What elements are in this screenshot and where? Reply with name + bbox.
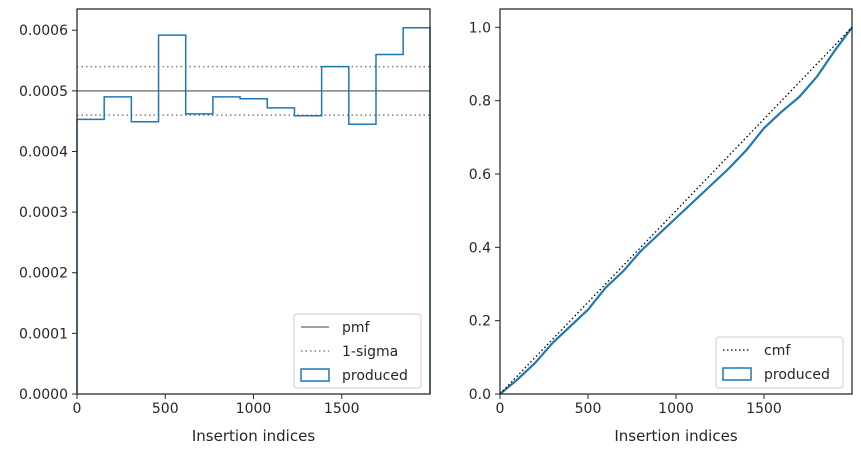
produced-histogram: [76, 27, 431, 394]
legend-produced-swatch: [722, 367, 752, 381]
legend-produced-label: produced: [764, 367, 830, 383]
legend-produced-label: produced: [342, 368, 408, 384]
legend: pmf 1-sigma produced: [293, 313, 422, 389]
produced-line: [499, 26, 853, 395]
x-tick-label: 1500: [746, 401, 782, 417]
legend: cmf produced: [715, 336, 844, 389]
x-tick-label: 0: [496, 401, 505, 417]
y-tick-label: 0.2: [469, 314, 491, 330]
legend-sigma-label: 1-sigma: [342, 344, 398, 360]
y-tick-label: 0.6: [469, 167, 491, 183]
x-axis-label: Insertion indices: [614, 427, 737, 445]
x-tick-label: 0: [73, 401, 82, 417]
legend-produced-swatch: [300, 368, 330, 382]
x-tick-label: 1000: [236, 401, 272, 417]
legend-pmf-label: pmf: [342, 320, 371, 336]
legend-cmf-label: cmf: [764, 343, 791, 359]
axes-frame: [499, 8, 853, 395]
y-tick-label: 0.0002: [19, 266, 68, 282]
cmf-line: [499, 26, 853, 395]
y-tick-label: 0.0006: [19, 23, 68, 39]
y-tick-label: 0.0001: [19, 326, 68, 342]
y-tick-label: 0.0003: [19, 205, 68, 221]
y-tick-label: 0.8: [469, 94, 491, 110]
x-axis-label: Insertion indices: [192, 427, 315, 445]
cmf-line-chart: 0 500 1000 1500 0.0 0.2 0.4 0.6 0.8 1.0 Insertion …: [469, 8, 853, 445]
y-tick-label: 0.0: [469, 387, 491, 403]
x-tick-label: 1500: [324, 401, 360, 417]
x-tick-label: 500: [575, 401, 602, 417]
x-tick-label: 1000: [658, 401, 694, 417]
y-tick-label: 1.0: [469, 20, 491, 36]
y-tick-label: 0.4: [469, 240, 491, 256]
y-tick-label: 0.0004: [19, 144, 68, 160]
pmf-histogram-chart: 0 500 1000 1500 0.0000 0.0001 0.0002 0.0003 0.00…: [19, 8, 431, 445]
x-tick-label: 500: [152, 401, 179, 417]
y-tick-label: 0.0005: [19, 84, 68, 100]
y-tick-label: 0.0000: [19, 387, 68, 403]
